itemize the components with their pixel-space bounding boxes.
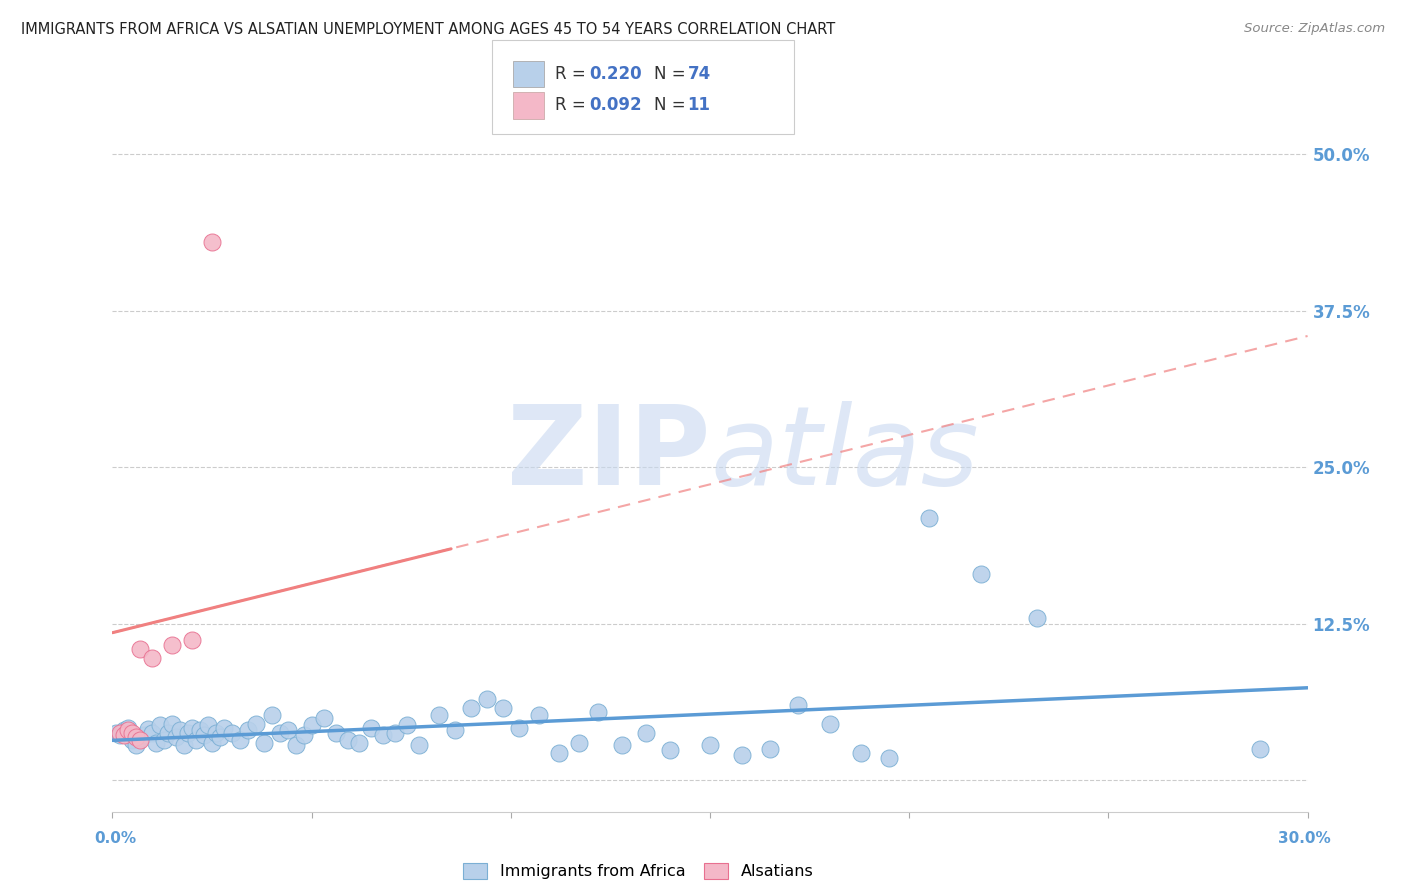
Point	[970, 566, 993, 581]
Point	[1025, 610, 1047, 624]
Point	[918, 510, 941, 524]
Point	[114, 728, 135, 742]
Point	[173, 739, 195, 753]
Point	[117, 723, 139, 738]
Point	[165, 730, 187, 744]
Point	[612, 739, 634, 753]
Point	[786, 698, 808, 713]
Text: IMMIGRANTS FROM AFRICA VS ALSATIAN UNEMPLOYMENT AMONG AGES 45 TO 54 YEARS CORREL: IMMIGRANTS FROM AFRICA VS ALSATIAN UNEMP…	[21, 22, 835, 37]
Point	[360, 721, 382, 735]
Text: 0.0%: 0.0%	[94, 831, 136, 846]
Point	[125, 739, 148, 753]
Point	[221, 726, 243, 740]
Point	[201, 736, 224, 750]
Point	[508, 721, 530, 735]
Point	[1249, 742, 1271, 756]
Point	[292, 728, 315, 742]
Point	[527, 708, 550, 723]
Point	[229, 733, 252, 747]
Point	[149, 718, 172, 732]
Point	[197, 718, 219, 732]
Point	[105, 726, 128, 740]
Point	[193, 728, 215, 742]
Point	[169, 723, 191, 738]
Point	[236, 723, 259, 738]
Point	[699, 739, 721, 753]
Point	[444, 723, 467, 738]
Point	[427, 708, 450, 723]
Point	[269, 726, 291, 740]
Point	[312, 711, 335, 725]
Point	[325, 726, 347, 740]
Point	[260, 708, 283, 723]
Point	[114, 723, 135, 738]
Point	[284, 739, 307, 753]
Point	[492, 701, 515, 715]
Point	[636, 726, 658, 740]
Point	[373, 728, 395, 742]
Text: Source: ZipAtlas.com: Source: ZipAtlas.com	[1244, 22, 1385, 36]
Point	[110, 726, 132, 740]
Point	[129, 642, 152, 657]
Point	[181, 721, 204, 735]
Text: R =: R =	[555, 65, 592, 83]
Point	[567, 736, 591, 750]
Point	[129, 733, 152, 747]
Point	[588, 705, 610, 719]
Text: ZIP: ZIP	[506, 401, 710, 508]
Point	[301, 718, 323, 732]
Point	[186, 733, 208, 747]
Point	[181, 633, 204, 648]
Point	[129, 731, 152, 745]
Text: 74: 74	[688, 65, 711, 83]
Point	[245, 717, 267, 731]
Point	[157, 726, 180, 740]
Point	[731, 748, 754, 763]
Point	[759, 742, 782, 756]
Point	[384, 726, 406, 740]
Legend: Immigrants from Africa, Alsatians: Immigrants from Africa, Alsatians	[457, 857, 820, 886]
Point	[145, 736, 167, 750]
Point	[153, 733, 176, 747]
Point	[110, 728, 132, 742]
Point	[659, 743, 682, 757]
Point	[349, 736, 371, 750]
Point	[201, 235, 224, 249]
Point	[121, 733, 143, 747]
Point	[162, 717, 183, 731]
Point	[408, 739, 430, 753]
Point	[177, 726, 200, 740]
Text: 0.092: 0.092	[589, 96, 641, 114]
Text: N =: N =	[654, 65, 690, 83]
Point	[141, 650, 163, 665]
Text: R =: R =	[555, 96, 592, 114]
Point	[188, 723, 211, 738]
Point	[138, 722, 160, 736]
Point	[208, 730, 231, 744]
Text: 0.220: 0.220	[589, 65, 641, 83]
Point	[162, 638, 183, 652]
Point	[125, 730, 148, 744]
Point	[396, 718, 419, 732]
Point	[877, 751, 900, 765]
Point	[121, 726, 143, 740]
Text: 11: 11	[688, 96, 710, 114]
Point	[205, 726, 228, 740]
Point	[336, 733, 359, 747]
Point	[851, 746, 873, 760]
Point	[277, 723, 299, 738]
Point	[475, 692, 498, 706]
Point	[134, 728, 156, 742]
Point	[460, 701, 482, 715]
Point	[818, 717, 841, 731]
Text: 30.0%: 30.0%	[1278, 831, 1331, 846]
Point	[547, 746, 569, 760]
Point	[253, 736, 276, 750]
Text: N =: N =	[654, 96, 690, 114]
Point	[212, 721, 235, 735]
Point	[117, 721, 139, 735]
Point	[141, 726, 163, 740]
Text: atlas: atlas	[710, 401, 979, 508]
